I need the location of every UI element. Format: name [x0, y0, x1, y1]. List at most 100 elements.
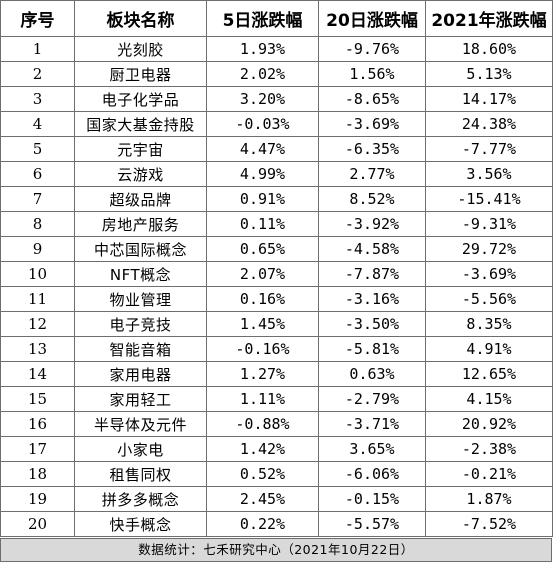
table-row: 14 家用电器 1.27% 0.63% 12.65%	[0, 361, 553, 387]
table-row: 16 半导体及元件 -0.88% -3.71% 20.92%	[0, 411, 553, 437]
sector-name-cell: 拼多多概念	[74, 486, 207, 512]
row-index-cell: 5	[0, 136, 75, 162]
table-row: 6 云游戏 4.99% 2.77% 3.56%	[0, 161, 553, 187]
row-index-cell: 19	[0, 486, 75, 512]
change-20day-cell: 1.56%	[318, 61, 426, 87]
table-row: 3 电子化学品 3.20% -8.65% 14.17%	[0, 86, 553, 112]
change-5day-cell: 1.93%	[206, 36, 319, 62]
row-index-cell: 20	[0, 511, 75, 537]
change-2021-cell: 18.60%	[425, 36, 553, 62]
sector-name-cell: 家用轻工	[74, 386, 207, 412]
row-index-cell: 1	[0, 36, 75, 62]
sector-name-cell: 物业管理	[74, 286, 207, 312]
sector-name-cell: 房地产服务	[74, 211, 207, 237]
sector-name-cell: 家用电器	[74, 361, 207, 387]
row-index-cell: 17	[0, 436, 75, 462]
change-2021-cell: 24.38%	[425, 111, 553, 137]
sector-name-cell: 国家大基金持股	[74, 111, 207, 137]
change-2021-cell: -3.69%	[425, 261, 553, 287]
header-5day-change: 5日涨跌幅	[206, 0, 319, 37]
change-20day-cell: -3.71%	[318, 411, 426, 437]
row-index-cell: 10	[0, 261, 75, 287]
change-20day-cell: -0.15%	[318, 486, 426, 512]
change-5day-cell: -0.88%	[206, 411, 319, 437]
change-20day-cell: 0.63%	[318, 361, 426, 387]
sector-name-cell: 厨卫电器	[74, 61, 207, 87]
change-2021-cell: 20.92%	[425, 411, 553, 437]
data-source-footer: 数据统计：七禾研究中心（2021年10月22日）	[0, 538, 552, 562]
change-5day-cell: 4.47%	[206, 136, 319, 162]
change-5day-cell: -0.16%	[206, 336, 319, 362]
change-2021-cell: -9.31%	[425, 211, 553, 237]
sector-name-cell: 光刻胶	[74, 36, 207, 62]
change-5day-cell: 0.52%	[206, 461, 319, 487]
row-index-cell: 12	[0, 311, 75, 337]
sector-name-cell: 租售同权	[74, 461, 207, 487]
change-20day-cell: -5.57%	[318, 511, 426, 537]
sector-name-cell: 云游戏	[74, 161, 207, 187]
row-index-cell: 9	[0, 236, 75, 262]
table-row: 10 NFT概念 2.07% -7.87% -3.69%	[0, 261, 553, 287]
change-5day-cell: 1.42%	[206, 436, 319, 462]
change-20day-cell: -3.92%	[318, 211, 426, 237]
change-5day-cell: 2.02%	[206, 61, 319, 87]
row-index-cell: 14	[0, 361, 75, 387]
change-5day-cell: 2.07%	[206, 261, 319, 287]
row-index-cell: 4	[0, 111, 75, 137]
table-row: 11 物业管理 0.16% -3.16% -5.56%	[0, 286, 553, 312]
change-5day-cell: 4.99%	[206, 161, 319, 187]
change-20day-cell: -6.06%	[318, 461, 426, 487]
change-20day-cell: -2.79%	[318, 386, 426, 412]
change-5day-cell: 0.22%	[206, 511, 319, 537]
table-row: 4 国家大基金持股 -0.03% -3.69% 24.38%	[0, 111, 553, 137]
change-2021-cell: 4.91%	[425, 336, 553, 362]
sector-name-cell: 智能音箱	[74, 336, 207, 362]
change-5day-cell: 2.45%	[206, 486, 319, 512]
row-index-cell: 15	[0, 386, 75, 412]
row-index-cell: 13	[0, 336, 75, 362]
table-row: 12 电子竞技 1.45% -3.50% 8.35%	[0, 311, 553, 337]
table-row: 8 房地产服务 0.11% -3.92% -9.31%	[0, 211, 553, 237]
row-index-cell: 6	[0, 161, 75, 187]
sector-name-cell: 电子竞技	[74, 311, 207, 337]
change-2021-cell: -0.21%	[425, 461, 553, 487]
table-header: 序号 板块名称 5日涨跌幅 20日涨跌幅 2021年涨跌幅	[0, 0, 553, 37]
sector-name-cell: 半导体及元件	[74, 411, 207, 437]
table-row: 1 光刻胶 1.93% -9.76% 18.60%	[0, 36, 553, 62]
row-index-cell: 8	[0, 211, 75, 237]
change-2021-cell: 29.72%	[425, 236, 553, 262]
change-2021-cell: 14.17%	[425, 86, 553, 112]
row-index-cell: 18	[0, 461, 75, 487]
header-row: 序号 板块名称 5日涨跌幅 20日涨跌幅 2021年涨跌幅	[0, 0, 553, 37]
row-index-cell: 2	[0, 61, 75, 87]
change-20day-cell: -6.35%	[318, 136, 426, 162]
change-2021-cell: 5.13%	[425, 61, 553, 87]
table-row: 5 元宇宙 4.47% -6.35% -7.77%	[0, 136, 553, 162]
change-20day-cell: -3.16%	[318, 286, 426, 312]
header-20day-change: 20日涨跌幅	[318, 0, 426, 37]
change-2021-cell: -15.41%	[425, 186, 553, 212]
change-2021-cell: -7.52%	[425, 511, 553, 537]
change-5day-cell: -0.03%	[206, 111, 319, 137]
change-2021-cell: -2.38%	[425, 436, 553, 462]
change-5day-cell: 0.65%	[206, 236, 319, 262]
sector-name-cell: 快手概念	[74, 511, 207, 537]
table-row: 2 厨卫电器 2.02% 1.56% 5.13%	[0, 61, 553, 87]
sector-name-cell: 超级品牌	[74, 186, 207, 212]
table-row: 7 超级品牌 0.91% 8.52% -15.41%	[0, 186, 553, 212]
row-index-cell: 16	[0, 411, 75, 437]
table-row: 17 小家电 1.42% 3.65% -2.38%	[0, 436, 553, 462]
header-sector-name: 板块名称	[74, 0, 207, 37]
change-2021-cell: 1.87%	[425, 486, 553, 512]
change-20day-cell: -9.76%	[318, 36, 426, 62]
change-5day-cell: 1.11%	[206, 386, 319, 412]
sector-name-cell: 元宇宙	[74, 136, 207, 162]
change-5day-cell: 0.91%	[206, 186, 319, 212]
change-5day-cell: 1.45%	[206, 311, 319, 337]
sector-performance-table: 序号 板块名称 5日涨跌幅 20日涨跌幅 2021年涨跌幅 1 光刻胶 1.93% -…	[0, 0, 553, 537]
change-20day-cell: -8.65%	[318, 86, 426, 112]
change-20day-cell: 3.65%	[318, 436, 426, 462]
sector-name-cell: 小家电	[74, 436, 207, 462]
change-2021-cell: 4.15%	[425, 386, 553, 412]
